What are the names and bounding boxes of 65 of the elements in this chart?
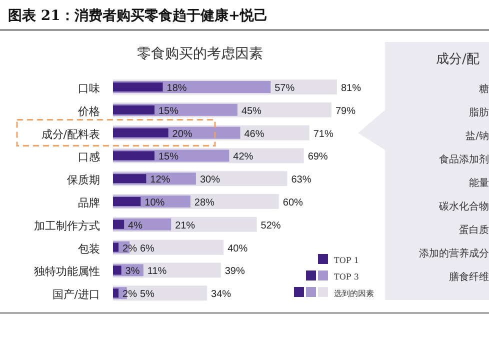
bar (113, 220, 124, 229)
data-label: 11% (147, 266, 167, 278)
data-label: 40% (228, 243, 248, 254)
bar (113, 242, 119, 252)
data-label: 46% (244, 128, 264, 140)
data-label: 69% (308, 152, 328, 163)
data-label: 63% (291, 174, 312, 186)
text: 能量 (469, 177, 489, 189)
data-label: 21% (175, 220, 196, 232)
data-label: 3% (125, 266, 140, 278)
data-label: 5% (140, 289, 155, 300)
data-label: 15% (158, 152, 179, 163)
bar (113, 128, 168, 138)
text: 盐/钠 (466, 130, 489, 142)
data-label: 10% (144, 198, 165, 208)
y-tick-label: 口感 (78, 150, 100, 164)
data-label: 28% (194, 198, 215, 208)
text: 碳水化合物 (438, 200, 489, 212)
data-label: 2% (122, 243, 138, 254)
y-tick-label: 保质期 (67, 174, 100, 187)
data-label: 52% (260, 220, 281, 232)
bar (113, 105, 154, 114)
data-label: 15% (158, 106, 179, 117)
text: 脂肪 (469, 106, 489, 118)
y-tick-label: 国产/进口 (52, 288, 100, 302)
bar (113, 288, 119, 298)
bar (113, 151, 154, 160)
y-tick-label: 价格 (77, 104, 100, 118)
data-label: 20% (172, 128, 192, 140)
data-label: 34% (211, 289, 232, 300)
y-tick-label: 口味 (78, 82, 100, 95)
bar (113, 266, 122, 275)
data-label: 2% (122, 289, 138, 300)
y-tick-label: 成分/配料表 (41, 128, 100, 141)
data-label: 79% (335, 106, 356, 117)
text: 蛋白质 (459, 224, 489, 236)
legend-label: TOP 1 (334, 256, 359, 265)
legend-label: TOP 3 (334, 272, 359, 282)
chart-title: 图表 21：消费者购买零食趋于健康+悦己 (8, 7, 268, 24)
bar (113, 174, 146, 184)
y-tick-label: 独特功能属性 (34, 265, 100, 278)
chart-subtitle: 零食购买的考虑因素 (137, 46, 263, 62)
data-label: 12% (150, 174, 170, 186)
data-label: 60% (282, 198, 304, 208)
data-label: 81% (341, 83, 362, 94)
y-tick-label: 品牌 (78, 196, 100, 210)
data-label: 39% (224, 266, 245, 278)
text: 添加的营养成分 (419, 248, 489, 260)
bar (113, 197, 141, 206)
data-label: 42% (233, 152, 254, 163)
data-label: 18% (166, 83, 187, 94)
text: 糖 (479, 83, 489, 95)
y-tick-label: 加工制作方式 (34, 219, 100, 232)
text: 成分/配 (436, 52, 480, 67)
data-label: 57% (274, 83, 295, 94)
data-label: 45% (241, 106, 262, 117)
data-label: 30% (200, 174, 220, 186)
bar (113, 82, 163, 92)
text: 膳食纤维 (449, 271, 489, 283)
y-tick-label: 包装 (78, 242, 100, 256)
data-label: 71% (313, 128, 334, 140)
legend-label: 选到的因素 (334, 289, 374, 298)
text: 食品添加剂 (439, 154, 489, 166)
data-label: 6% (140, 243, 155, 254)
data-label: 4% (128, 220, 143, 232)
